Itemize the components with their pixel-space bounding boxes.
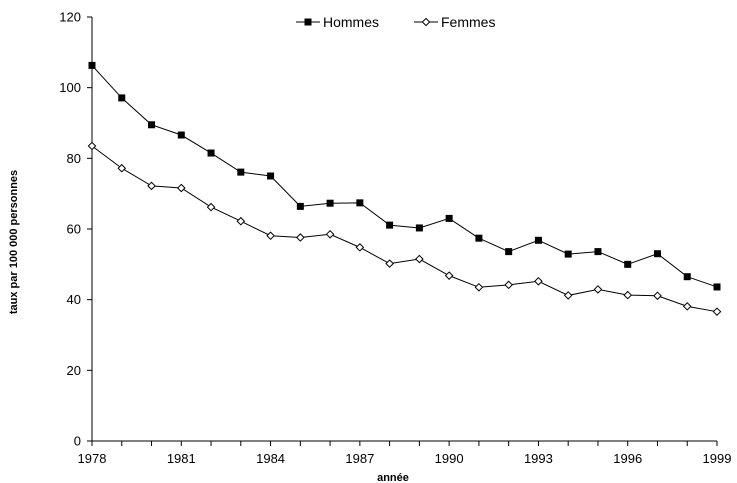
y-tick-label: 0	[74, 434, 81, 449]
data-point-hommes	[713, 283, 721, 291]
legend-marker-hommes	[304, 18, 312, 26]
x-tick-label: 1996	[613, 451, 642, 466]
data-point-hommes	[505, 248, 513, 256]
data-point-hommes	[296, 202, 304, 210]
data-point-femmes	[236, 216, 246, 226]
data-point-femmes	[534, 276, 543, 286]
x-axis-title: année	[377, 472, 409, 483]
y-tick-label: 80	[67, 151, 81, 166]
data-point-femmes	[325, 229, 335, 239]
data-point-femmes	[296, 233, 305, 242]
legend: Hommes Femmes	[296, 14, 495, 30]
legend-label-hommes: Hommes	[323, 14, 379, 30]
data-point-femmes	[117, 163, 127, 173]
data-point-hommes	[88, 61, 96, 69]
data-point-femmes	[653, 291, 662, 301]
series-hommes	[88, 61, 721, 291]
data-point-hommes	[267, 172, 275, 180]
data-point-femmes	[504, 280, 513, 290]
data-point-hommes	[475, 234, 483, 242]
series-line-femmes	[91, 145, 718, 313]
data-point-femmes	[87, 141, 97, 151]
x-tick-label: 1978	[78, 451, 107, 466]
data-point-femmes	[206, 202, 216, 212]
legend-marker-femmes	[421, 17, 431, 27]
y-axis-title: taux par 100 000 personnes	[8, 170, 20, 314]
data-point-femmes	[623, 290, 633, 300]
data-point-hommes	[594, 248, 602, 256]
legend-item-femmes: Femmes	[414, 14, 495, 30]
data-point-femmes	[712, 307, 722, 316]
x-tick-label: 1990	[435, 451, 464, 466]
data-point-hommes	[624, 260, 632, 268]
data-point-hommes	[534, 236, 542, 244]
data-point-femmes	[474, 282, 484, 292]
data-point-femmes	[385, 259, 394, 268]
y-tick-label: 40	[67, 292, 81, 307]
data-point-hommes	[653, 250, 661, 258]
x-tick-label: 1984	[256, 451, 285, 466]
data-point-femmes	[266, 231, 275, 241]
y-tick-label: 120	[59, 10, 81, 25]
legend-item-hommes: Hommes	[296, 14, 379, 30]
legend-label-femmes: Femmes	[441, 14, 495, 30]
x-tick-label: 1999	[703, 451, 732, 466]
data-point-hommes	[326, 199, 334, 207]
data-point-hommes	[118, 94, 126, 102]
axes: 0 20 40 60 80 100 120 1978 1981 1984 1987 1990 1993 1…	[59, 10, 731, 467]
x-tick-label: 1981	[167, 451, 196, 466]
series-layer	[87, 61, 722, 316]
data-point-femmes	[147, 181, 156, 191]
data-point-hommes	[386, 221, 394, 229]
y-tick-label: 60	[67, 222, 81, 237]
data-point-femmes	[415, 254, 424, 264]
y-tick-label: 100	[59, 80, 81, 95]
data-point-femmes	[682, 302, 692, 311]
data-point-femmes	[563, 291, 573, 300]
data-point-femmes	[355, 243, 365, 252]
data-point-femmes	[593, 285, 603, 294]
data-point-hommes	[415, 224, 423, 232]
data-point-hommes	[237, 168, 245, 176]
series-line-hommes	[91, 65, 718, 288]
data-point-hommes	[683, 273, 691, 281]
data-point-hommes	[356, 199, 364, 207]
data-point-hommes	[564, 250, 572, 258]
data-point-femmes	[444, 271, 454, 280]
x-tick-label: 1987	[345, 451, 374, 466]
data-point-femmes	[176, 183, 186, 193]
data-point-hommes	[445, 214, 453, 222]
data-point-hommes	[207, 149, 215, 157]
data-point-hommes	[177, 131, 185, 139]
y-tick-label: 20	[67, 363, 81, 378]
data-point-hommes	[148, 121, 156, 129]
x-tick-label: 1993	[524, 451, 553, 466]
series-femmes	[87, 141, 722, 316]
